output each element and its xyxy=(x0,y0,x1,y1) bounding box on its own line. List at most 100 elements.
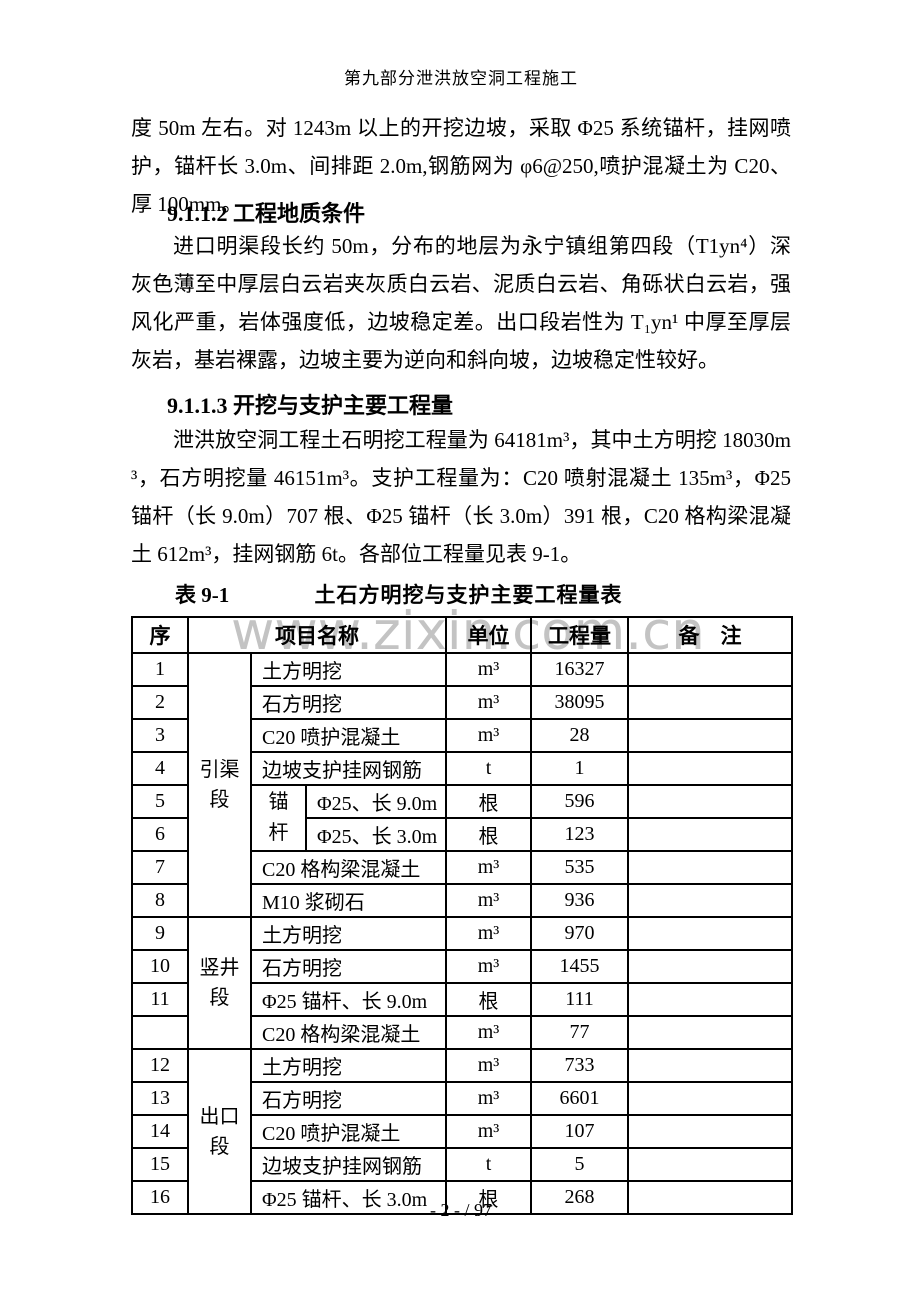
seq-cell: 11 xyxy=(131,982,189,1017)
item-name-cell: 边坡支护挂网钢筋 xyxy=(249,751,448,786)
note-cell xyxy=(627,751,794,786)
seq-cell xyxy=(131,1015,189,1050)
note-cell xyxy=(627,1114,794,1149)
item-name-cell: 石方明挖 xyxy=(249,1081,448,1116)
table-row: 15 边坡支护挂网钢筋 t 5 xyxy=(131,1147,794,1182)
seq-cell: 9 xyxy=(131,916,189,951)
qty-cell: 936 xyxy=(530,883,630,918)
item-name-cell: 石方明挖 xyxy=(249,685,448,720)
qty-cell: 107 xyxy=(530,1114,630,1149)
table-row: C20 格构梁混凝土 m³ 77 xyxy=(131,1015,794,1050)
unit-cell: m³ xyxy=(445,1081,533,1116)
qty-cell: 970 xyxy=(530,916,630,951)
unit-cell: m³ xyxy=(445,1015,533,1050)
item-name-cell: 土方明挖 xyxy=(249,652,448,687)
table-row: 4 边坡支护挂网钢筋 t 1 xyxy=(131,751,794,786)
table-header-row: 序 项目名称 单位 工程量 备 注 xyxy=(131,616,794,654)
unit-cell: m³ xyxy=(445,685,533,720)
seq-cell: 3 xyxy=(131,718,189,753)
note-cell xyxy=(627,718,794,753)
qty-cell: 111 xyxy=(530,982,630,1017)
unit-cell: m³ xyxy=(445,949,533,984)
unit-cell: m³ xyxy=(445,652,533,687)
note-cell xyxy=(627,982,794,1017)
qty-cell: 733 xyxy=(530,1048,630,1083)
qty-cell: 16327 xyxy=(530,652,630,687)
header-item-name: 项目名称 xyxy=(186,616,448,654)
table-row: 5 锚杆 Φ25、长 9.0m 根 596 xyxy=(131,784,794,852)
item-name-cell: 石方明挖 xyxy=(249,949,448,984)
heading-quantities: 9.1.1.3 开挖与支护主要工程量 xyxy=(167,393,454,418)
table-row: 2 石方明挖 m³ 38095 xyxy=(131,685,794,720)
item-name-cell: 土方明挖 xyxy=(249,916,448,951)
note-cell xyxy=(627,1015,794,1050)
note-cell xyxy=(627,850,794,885)
unit-cell: m³ xyxy=(445,1114,533,1149)
paragraph-quantities: 泄洪放空洞工程土石明挖工程量为 64181m³，其中土方明挖 18030m³，石… xyxy=(131,428,791,566)
group-cell-anchor-bolt: 锚杆 xyxy=(250,784,307,852)
seq-cell: 14 xyxy=(131,1114,189,1149)
qty-cell: 123 xyxy=(530,817,630,852)
qty-cell: 535 xyxy=(530,850,630,885)
note-cell xyxy=(627,949,794,984)
header-unit: 单位 xyxy=(445,616,533,654)
qty-cell: 5 xyxy=(530,1147,630,1182)
qty-cell: 6601 xyxy=(530,1081,630,1116)
table-caption: 表 9-1 土石方明挖与支护主要工程量表 xyxy=(131,581,791,609)
unit-cell: 根 xyxy=(445,982,533,1017)
qty-cell: 38095 xyxy=(530,685,630,720)
table-row: 10 石方明挖 m³ 1455 xyxy=(131,949,794,984)
heading-geology: 9.1.1.2 工程地质条件 xyxy=(167,201,366,226)
header-seq: 序 xyxy=(131,616,189,654)
unit-cell: m³ xyxy=(445,1048,533,1083)
note-cell xyxy=(627,685,794,720)
item-name-cell: 土方明挖 xyxy=(249,1048,448,1083)
item-name-cell: 边坡支护挂网钢筋 xyxy=(249,1147,448,1182)
seq-cell: 12 xyxy=(131,1048,189,1083)
unit-cell: 根 xyxy=(445,817,533,852)
table-row: 9 竖井段 土方明挖 m³ 970 xyxy=(131,916,794,1050)
qty-cell: 77 xyxy=(530,1015,630,1050)
unit-cell: m³ xyxy=(445,916,533,951)
table-row: 6 Φ25、长 3.0m 根 123 xyxy=(131,817,794,852)
unit-cell: 根 xyxy=(445,1180,533,1215)
item-name-cell: Φ25 锚杆、长 9.0m xyxy=(249,982,448,1017)
seq-cell: 13 xyxy=(131,1081,189,1116)
qty-cell: 1 xyxy=(530,751,630,786)
table-row: 8 M10 浆砌石 m³ 936 xyxy=(131,883,794,918)
note-cell xyxy=(627,1081,794,1116)
quantities-table: 序 项目名称 单位 工程量 备 注 1 引渠段 土方明挖 m³ 16327 2 … xyxy=(131,616,794,1215)
qty-cell: 1455 xyxy=(530,949,630,984)
seq-cell: 1 xyxy=(131,652,189,687)
note-cell xyxy=(627,784,794,819)
note-cell xyxy=(627,1180,794,1215)
document-header-title: 第九部分泄洪放空洞工程施工 xyxy=(344,69,578,88)
table-row: 13 石方明挖 m³ 6601 xyxy=(131,1081,794,1116)
header-qty: 工程量 xyxy=(530,616,630,654)
seq-cell: 16 xyxy=(131,1180,189,1215)
note-cell xyxy=(627,1147,794,1182)
paragraph-continuation: 度 50m 左右。对 1243m 以上的开挖边坡，采取 Φ25 系统锚杆，挂网喷… xyxy=(131,116,791,216)
unit-cell: m³ xyxy=(445,718,533,753)
seq-cell: 15 xyxy=(131,1147,189,1182)
table-row: 3 C20 喷护混凝土 m³ 28 xyxy=(131,718,794,753)
seq-cell: 4 xyxy=(131,751,189,786)
note-cell xyxy=(627,652,794,687)
qty-cell: 268 xyxy=(530,1180,630,1215)
seq-cell: 10 xyxy=(131,949,189,984)
item-name-cell: C20 喷护混凝土 xyxy=(249,1114,448,1149)
table-row: 1 引渠段 土方明挖 m³ 16327 xyxy=(131,652,794,918)
table-row: 7 C20 格构梁混凝土 m³ 535 xyxy=(131,850,794,885)
item-name-cell: C20 格构梁混凝土 xyxy=(249,850,448,885)
table-row: 12 出口段 土方明挖 m³ 733 xyxy=(131,1048,794,1215)
item-name-cell: Φ25、长 3.0m xyxy=(304,817,448,852)
note-cell xyxy=(627,1048,794,1083)
unit-cell: t xyxy=(445,1147,533,1182)
table-row: 11 Φ25 锚杆、长 9.0m 根 111 xyxy=(131,982,794,1017)
unit-cell: m³ xyxy=(445,850,533,885)
item-name-cell: C20 喷护混凝土 xyxy=(249,718,448,753)
header-note: 备 注 xyxy=(627,616,794,654)
seq-cell: 6 xyxy=(131,817,189,852)
note-cell xyxy=(627,817,794,852)
note-cell xyxy=(627,883,794,918)
